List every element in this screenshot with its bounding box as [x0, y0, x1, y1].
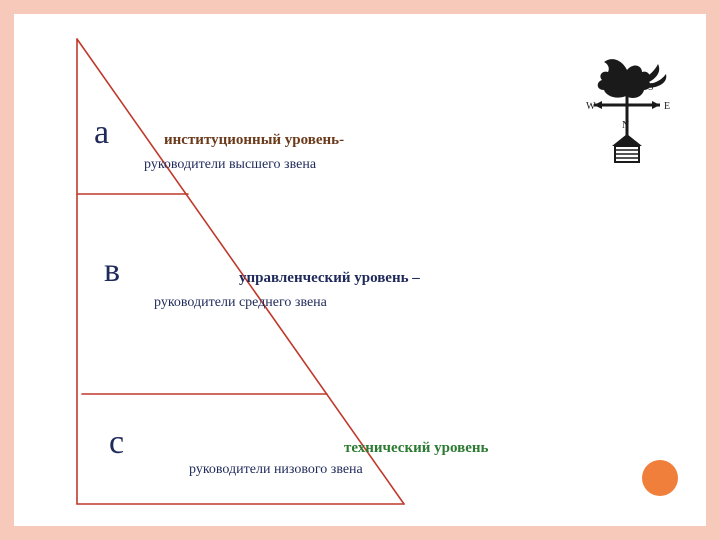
accent-dot	[642, 460, 678, 496]
frame-border-right	[706, 0, 720, 540]
svg-text:E: E	[664, 101, 670, 112]
slide-stage: а институционный уровень- руководители в…	[14, 14, 706, 526]
frame-border-top	[0, 0, 720, 14]
svg-text:N: N	[622, 120, 629, 131]
level-b-letter: в	[104, 252, 120, 290]
svg-text:W: W	[586, 101, 596, 112]
level-a-letter: а	[94, 114, 109, 152]
weathervane-icon: WESN	[572, 50, 682, 170]
level-b-title: управленческий уровень –	[239, 270, 420, 287]
level-a-title: институционный уровень-	[164, 132, 344, 149]
level-b-subtitle: руководители среднего звена	[154, 295, 327, 311]
level-c-letter: с	[109, 424, 124, 462]
frame-border-left	[0, 0, 14, 540]
level-c-title: технический уровень	[344, 440, 488, 457]
level-a-subtitle: руководители высшего звена	[144, 157, 316, 173]
level-c-subtitle: руководители низового звена	[189, 462, 363, 478]
frame-border-bottom	[0, 526, 720, 540]
